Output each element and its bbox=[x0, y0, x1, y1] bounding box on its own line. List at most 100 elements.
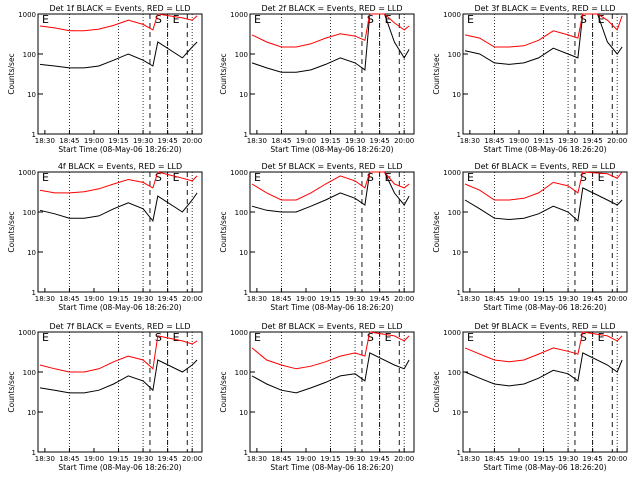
panel-2-xlabel: Start Time (08-May-06 18:26:20) bbox=[270, 145, 393, 154]
panel-7-ytick-label: 100 bbox=[23, 369, 36, 377]
panel-9-xtick-label: 18:45 bbox=[484, 455, 504, 463]
panel-5-ylabel: Counts/sec bbox=[219, 211, 228, 252]
panel-5-series-events bbox=[251, 171, 410, 213]
panel-5-xtick-label: 19:00 bbox=[296, 295, 316, 303]
panel-5-segment-label: E bbox=[385, 171, 392, 184]
panel-1-xtick-label: 19:30 bbox=[133, 137, 153, 145]
panel-3-segment-label: S bbox=[580, 13, 587, 26]
panel-4-segment-label: E bbox=[173, 171, 180, 184]
panel-4-series-lld bbox=[39, 171, 198, 194]
panel-4-xtick-label: 20:00 bbox=[182, 295, 202, 303]
panel-9-frame bbox=[462, 331, 628, 453]
panel-7-title: Det 7f BLACK = Events, RED = LLD bbox=[49, 322, 190, 331]
panel-2-xtick-label: 19:30 bbox=[345, 137, 365, 145]
panel-3-ylabel: Counts/sec bbox=[432, 53, 441, 94]
panel-4-ylabel: Counts/sec bbox=[7, 211, 16, 252]
panel-5-title: Det 5f BLACK = Events, RED = LLD bbox=[261, 162, 402, 171]
panel-2-ytick-label: 10 bbox=[239, 91, 248, 99]
panel-8-xtick-label: 18:30 bbox=[247, 455, 267, 463]
panel-8-series-events bbox=[251, 352, 410, 394]
panel-5-xtick-label: 19:15 bbox=[320, 295, 340, 303]
panel-7-xtick-label: 19:30 bbox=[133, 455, 153, 463]
panel-8-xtick-label: 20:00 bbox=[394, 455, 414, 463]
panel-6-title: Det 6f BLACK = Events, RED = LLD bbox=[474, 162, 615, 171]
panel-9-segment-label: E bbox=[467, 331, 474, 344]
panel-3-series-events bbox=[464, 13, 623, 65]
panel-8-segment-label: S bbox=[367, 331, 374, 344]
panel-6-frame bbox=[462, 171, 628, 293]
panel-2-ytick-label: 1000 bbox=[230, 11, 248, 19]
panel-3-ytick-label: 1000 bbox=[443, 11, 461, 19]
panel-5-xtick-label: 18:30 bbox=[247, 295, 267, 303]
panel-4-xtick-label: 19:30 bbox=[133, 295, 153, 303]
panel-5-ytick-label: 10 bbox=[239, 249, 248, 257]
panel-2-ytick-label: 1 bbox=[244, 131, 248, 139]
panel-4-title: 4f BLACK = Events, RED = LLD bbox=[58, 162, 182, 171]
panel-1-series-events bbox=[39, 41, 198, 69]
panel-7-ytick-label: 10 bbox=[27, 409, 36, 417]
panel-3-xtick-label: 18:30 bbox=[460, 137, 480, 145]
panel-5-series-lld bbox=[251, 171, 410, 201]
panel-2-xtick-label: 18:30 bbox=[247, 137, 267, 145]
panel-6-xtick-label: 19:30 bbox=[558, 295, 578, 303]
panel-1-segment-label: E bbox=[42, 13, 49, 26]
panel-5-segment-label: E bbox=[254, 171, 261, 184]
panel-3-xtick-label: 19:45 bbox=[583, 137, 603, 145]
panel-9-ytick-label: 1000 bbox=[443, 329, 461, 337]
panel-7-xtick-label: 18:30 bbox=[35, 455, 55, 463]
panel-1-ylabel: Counts/sec bbox=[7, 53, 16, 94]
panel-7-ylabel: Counts/sec bbox=[7, 371, 16, 412]
panel-1-ytick-label: 100 bbox=[23, 51, 36, 59]
panel-1-xtick-label: 18:30 bbox=[35, 137, 55, 145]
panel-1-xtick-label: 20:00 bbox=[182, 137, 202, 145]
panel-4-ytick-label: 10 bbox=[27, 249, 36, 257]
panel-6-xtick-label: 18:30 bbox=[460, 295, 480, 303]
panel-2-segment-label: S bbox=[367, 13, 374, 26]
panel-3-xtick-label: 19:00 bbox=[509, 137, 529, 145]
panel-1-segment-label: E bbox=[173, 13, 180, 26]
panel-1-frame bbox=[37, 13, 203, 135]
panel-9-xtick-label: 19:00 bbox=[509, 455, 529, 463]
panel-9-ytick-label: 1 bbox=[457, 449, 461, 457]
panel-7-ytick-label: 1000 bbox=[18, 329, 36, 337]
panel-9-xtick-label: 19:30 bbox=[558, 455, 578, 463]
panel-4-segment-label: E bbox=[42, 171, 49, 184]
panel-5-xtick-label: 18:45 bbox=[271, 295, 291, 303]
panel-7-xtick-label: 18:45 bbox=[59, 455, 79, 463]
panel-1-xtick-label: 19:00 bbox=[84, 137, 104, 145]
panel-3-ytick-label: 100 bbox=[448, 51, 461, 59]
panel-6-ytick-label: 100 bbox=[448, 209, 461, 217]
panel-8-frame bbox=[249, 331, 415, 453]
panel-8-xtick-label: 19:15 bbox=[320, 455, 340, 463]
panel-7-series-events bbox=[39, 359, 198, 394]
panel-2-segment-label: E bbox=[254, 13, 261, 26]
panel-8-series-lld bbox=[251, 331, 410, 370]
panel-1-segment-label: S bbox=[155, 13, 162, 26]
panel-7-xlabel: Start Time (08-May-06 18:26:20) bbox=[58, 463, 181, 472]
panel-5-xtick-label: 19:45 bbox=[370, 295, 390, 303]
panel-1-ytick-label: 1 bbox=[32, 131, 36, 139]
panel-8-xtick-label: 18:45 bbox=[271, 455, 291, 463]
panel-8-xtick-label: 19:45 bbox=[370, 455, 390, 463]
panel-5-ytick-label: 1000 bbox=[230, 169, 248, 177]
panel-4-ytick-label: 1000 bbox=[18, 169, 36, 177]
panel-6-segment-label: E bbox=[598, 171, 605, 184]
panel-3-xlabel: Start Time (08-May-06 18:26:20) bbox=[483, 145, 606, 154]
panel-4-xtick-label: 19:15 bbox=[108, 295, 128, 303]
panel-2-ytick-label: 100 bbox=[235, 51, 248, 59]
panel-9-title: Det 9f BLACK = Events, RED = LLD bbox=[474, 322, 615, 331]
panel-3-ytick-label: 1 bbox=[457, 131, 461, 139]
panel-8-title: Det 8f BLACK = Events, RED = LLD bbox=[261, 322, 402, 331]
panel-4-xtick-label: 19:45 bbox=[158, 295, 178, 303]
panel-6-ytick-label: 10 bbox=[452, 249, 461, 257]
panel-1-ytick-label: 1000 bbox=[18, 11, 36, 19]
panel-9-segment-label: S bbox=[580, 331, 587, 344]
panel-1-xlabel: Start Time (08-May-06 18:26:20) bbox=[58, 145, 181, 154]
panel-8-xtick-label: 19:00 bbox=[296, 455, 316, 463]
panel-4-ytick-label: 100 bbox=[23, 209, 36, 217]
panel-4-xtick-label: 18:45 bbox=[59, 295, 79, 303]
panel-7-segment-label: E bbox=[173, 331, 180, 344]
panel-7-xtick-label: 19:15 bbox=[108, 455, 128, 463]
panel-8-xtick-label: 19:30 bbox=[345, 455, 365, 463]
